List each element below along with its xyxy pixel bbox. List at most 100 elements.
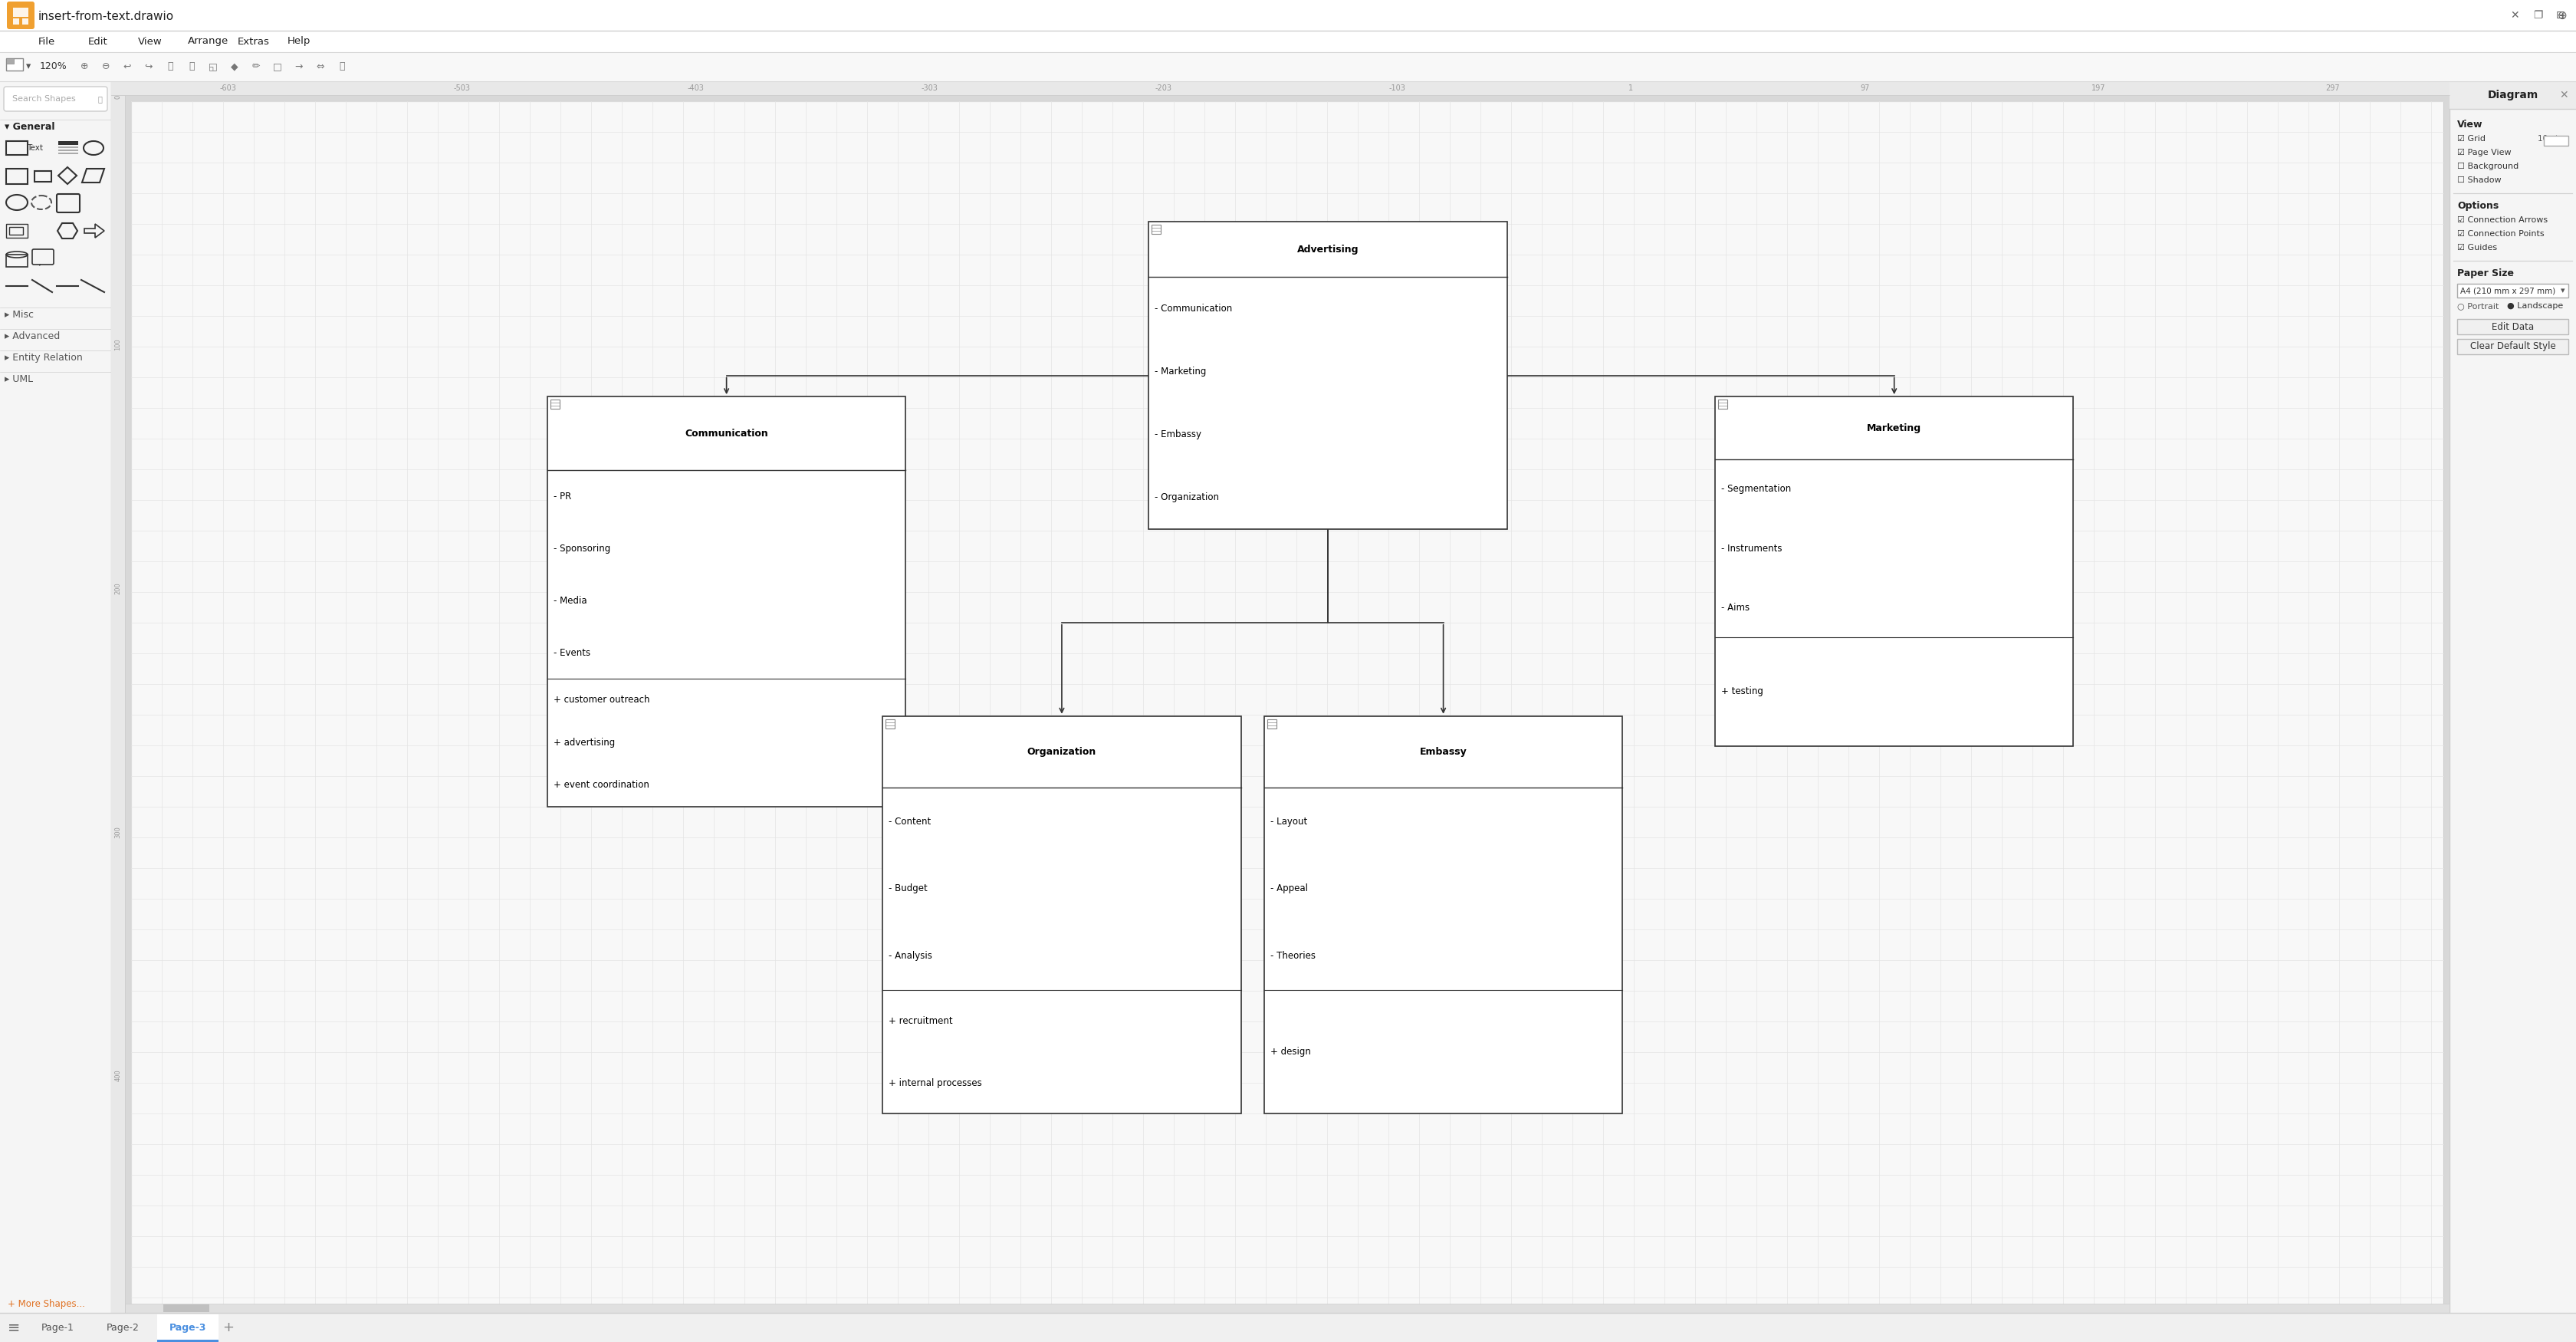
Text: - Budget: - Budget	[889, 884, 927, 894]
Text: ○ Portrait: ○ Portrait	[2458, 302, 2499, 310]
Text: + advertising: + advertising	[554, 738, 616, 747]
Text: Diagram: Diagram	[2488, 90, 2537, 101]
Text: -303: -303	[922, 85, 938, 93]
Text: ✕: ✕	[2509, 9, 2519, 20]
Bar	[2450, 82, 2576, 1312]
Text: - Segmentation: - Segmentation	[1721, 484, 1790, 494]
Text: Page-3: Page-3	[170, 1322, 206, 1333]
Bar	[13, 8, 28, 17]
Text: - Instruments: - Instruments	[1721, 544, 1783, 553]
Text: ✏: ✏	[252, 62, 260, 71]
Bar	[5, 169, 28, 184]
Text: Page-2: Page-2	[106, 1322, 139, 1333]
Bar	[5, 141, 28, 154]
Text: - Layout: - Layout	[1270, 816, 1306, 827]
Text: □: □	[273, 62, 281, 71]
Text: - Appeal: - Appeal	[1270, 884, 1309, 894]
Text: -603: -603	[219, 85, 237, 93]
Text: ▸ Advanced: ▸ Advanced	[5, 331, 59, 341]
Bar	[0, 31, 2576, 52]
Text: - Embassy: - Embassy	[1154, 429, 1200, 440]
Text: - PR: - PR	[554, 491, 572, 502]
Text: 97: 97	[1860, 85, 1870, 93]
Bar	[2545, 136, 2568, 146]
Bar	[0, 82, 111, 1312]
Bar	[10, 227, 23, 235]
Text: ☑ Connection Arrows: ☑ Connection Arrows	[2458, 216, 2548, 224]
Bar	[59, 146, 77, 148]
Text: - Media: - Media	[554, 596, 587, 605]
Bar	[0, 1312, 2576, 1342]
Text: - Marketing: - Marketing	[1154, 366, 1206, 377]
Text: - Aims: - Aims	[1721, 603, 1749, 612]
Text: Text: Text	[28, 144, 44, 152]
Text: Extras: Extras	[237, 36, 270, 47]
Text: ▾: ▾	[2561, 287, 2566, 294]
Bar	[2458, 319, 2568, 334]
Text: Clear Default Style: Clear Default Style	[2470, 342, 2555, 352]
Bar	[13, 19, 18, 24]
Text: + event coordination: + event coordination	[554, 780, 649, 790]
Bar	[111, 82, 2450, 95]
Bar	[5, 58, 23, 71]
Bar	[157, 1314, 219, 1342]
Text: 🔍: 🔍	[98, 95, 103, 103]
Bar	[157, 1339, 219, 1342]
Text: ☑ Connection Points: ☑ Connection Points	[2458, 229, 2545, 238]
Text: 200: 200	[113, 582, 121, 595]
Text: - Theories: - Theories	[1270, 951, 1316, 961]
Text: ▸ Entity Relation: ▸ Entity Relation	[5, 353, 82, 362]
Text: ☐ Background: ☐ Background	[2458, 162, 2519, 170]
Bar	[162, 1304, 209, 1312]
Bar	[111, 95, 126, 1312]
Bar	[23, 19, 28, 24]
Text: ▸ Misc: ▸ Misc	[5, 310, 33, 319]
Text: File: File	[39, 36, 57, 47]
Bar	[2458, 283, 2568, 298]
Text: + recruitment: + recruitment	[889, 1016, 953, 1025]
Text: ▾: ▾	[26, 62, 31, 71]
Bar	[59, 141, 77, 145]
Bar	[59, 149, 77, 152]
Text: - Communication: - Communication	[1154, 303, 1231, 314]
Text: Communication: Communication	[685, 428, 768, 439]
Bar	[1718, 400, 1728, 409]
Text: ◱: ◱	[209, 62, 216, 71]
Text: ⊟: ⊟	[2555, 9, 2566, 20]
Text: ✕: ✕	[2561, 90, 2568, 101]
Text: View: View	[139, 36, 162, 47]
Text: ❐: ❐	[2532, 9, 2543, 20]
Text: View: View	[2458, 119, 2483, 130]
Text: ▸ UML: ▸ UML	[5, 374, 33, 384]
Text: ☑ Guides: ☑ Guides	[2458, 244, 2496, 251]
Text: ≡: ≡	[8, 1321, 21, 1335]
Text: - Sponsoring: - Sponsoring	[554, 544, 611, 553]
Bar	[551, 400, 559, 409]
Text: insert-from-text.drawio: insert-from-text.drawio	[39, 11, 175, 23]
Bar	[5, 224, 28, 238]
Bar	[59, 153, 77, 154]
Text: - Organization: - Organization	[1154, 493, 1218, 503]
Text: ▾ General: ▾ General	[5, 122, 54, 132]
Bar	[546, 397, 907, 807]
Text: Embassy: Embassy	[1419, 747, 1466, 757]
Text: ☑ Page View: ☑ Page View	[2458, 149, 2512, 157]
Bar	[2458, 340, 2568, 354]
Text: -503: -503	[453, 85, 471, 93]
Text: Marketing: Marketing	[1868, 423, 1922, 433]
Text: + More Shapes...: + More Shapes...	[8, 1299, 85, 1308]
Text: 120%: 120%	[39, 62, 67, 71]
Bar	[1716, 397, 2074, 746]
Text: 100: 100	[113, 338, 121, 350]
Text: ➕: ➕	[340, 62, 345, 71]
Text: Help: Help	[289, 36, 312, 47]
Text: Edit: Edit	[88, 36, 108, 47]
Text: Arrange: Arrange	[188, 36, 229, 47]
Bar	[5, 58, 13, 63]
Text: + design: + design	[1270, 1047, 1311, 1057]
Bar	[131, 101, 2445, 1307]
Bar	[0, 0, 2576, 31]
Bar	[1151, 225, 1162, 234]
Text: 400: 400	[113, 1070, 121, 1082]
Text: 0: 0	[113, 95, 121, 99]
